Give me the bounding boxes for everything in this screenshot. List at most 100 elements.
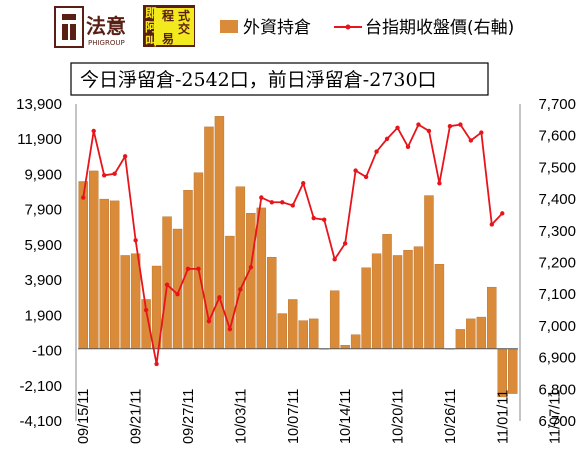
bar	[78, 181, 88, 350]
left-tick-label: 1,900	[24, 307, 62, 324]
logo-char: 即	[145, 6, 157, 20]
bar	[382, 234, 392, 349]
price-point	[185, 266, 191, 272]
legend: 外資持倉 台指期收盤價(右軸)	[220, 18, 514, 38]
bar	[256, 207, 267, 350]
bar	[193, 172, 204, 349]
price-point	[500, 211, 505, 216]
brand-subtitle: PHIGROUP	[88, 39, 125, 47]
bar	[277, 313, 287, 349]
x-axis: 09/15/11 09/21/11 09/27/11 10/03/11 10/07/11…	[76, 389, 564, 444]
x-tick-label: 09/15/11	[76, 389, 92, 444]
legend-bar-swatch	[220, 20, 238, 33]
x-tick-label: 10/26/11	[443, 389, 459, 444]
logo-char: 程	[162, 8, 174, 23]
bar	[371, 253, 382, 349]
bar	[466, 318, 476, 349]
logo-char: 易	[162, 32, 174, 46]
price-point	[217, 295, 222, 300]
brand-name: 法意	[86, 14, 126, 38]
bar	[235, 186, 246, 349]
right-tick-label: 6,800	[538, 381, 576, 398]
right-tick-label: 7,000	[538, 318, 576, 335]
bar	[434, 264, 445, 349]
price-point	[342, 241, 348, 246]
left-tick-label: 5,900	[24, 237, 62, 254]
price-point	[395, 125, 400, 130]
left-tick-label: -100	[32, 343, 62, 360]
bar	[476, 316, 487, 349]
price-point	[437, 181, 442, 186]
x-tick-label: 11/07/11	[548, 390, 564, 444]
left-tick-label: -4,100	[19, 413, 62, 430]
bar-series	[78, 116, 518, 398]
right-tick-label: 7,300	[538, 223, 576, 240]
price-point	[321, 217, 327, 222]
price-point	[384, 136, 390, 142]
price-point	[91, 128, 96, 134]
right-tick-label: 7,400	[538, 191, 576, 208]
price-point	[122, 154, 128, 159]
bar	[392, 255, 403, 350]
logo-char: 叫	[145, 33, 157, 48]
price-point	[175, 292, 180, 297]
subtitle-box: 今日淨留倉-2542口，前日淨留倉-2730口	[70, 62, 489, 96]
bar	[455, 329, 466, 349]
bar	[340, 345, 350, 349]
price-point	[259, 195, 264, 200]
price-point	[363, 174, 369, 180]
price-point	[353, 168, 358, 173]
price-point	[468, 138, 474, 143]
bar	[424, 195, 434, 350]
right-tick-label: 7,500	[538, 159, 576, 176]
bar	[487, 286, 497, 350]
left-tick-label: 9,900	[24, 166, 62, 183]
right-tick-label: 7,700	[538, 96, 576, 113]
right-tick-label: 7,600	[538, 128, 576, 145]
x-tick-label: 09/27/11	[181, 389, 197, 444]
bar	[403, 249, 413, 349]
bar	[246, 212, 256, 350]
x-tick-label: 10/20/11	[391, 389, 407, 444]
company-logo: 法意 PHIGROUP 即程式阿叫 易交	[54, 5, 195, 48]
bar	[109, 200, 120, 349]
price-point	[405, 144, 411, 149]
price-point	[112, 171, 117, 176]
bar	[329, 290, 340, 349]
bar	[267, 257, 277, 350]
bar	[497, 348, 507, 398]
bar	[214, 116, 225, 350]
x-tick-label: 11/01/11	[495, 390, 511, 444]
left-tick-label: -2,100	[19, 378, 62, 395]
left-tick-label: 11,900	[17, 131, 62, 148]
bar	[120, 255, 130, 350]
price-point	[154, 361, 159, 367]
x-tick-label: 09/21/11	[129, 389, 145, 444]
left-tick-label: 3,900	[24, 272, 62, 289]
price-point	[143, 307, 149, 313]
price-point	[269, 200, 275, 205]
plot-area	[75, 104, 521, 421]
bar	[99, 198, 109, 349]
logo-char: 阿	[145, 20, 157, 34]
right-axis: 7,700 7,600 7,500 7,400 7,300 7,200 7,100 7,000…	[538, 96, 576, 430]
line-series	[81, 122, 505, 367]
price-point	[206, 318, 212, 324]
price-point	[374, 149, 379, 154]
legend-line-marker	[345, 24, 351, 30]
price-point	[489, 222, 495, 227]
price-point	[332, 257, 337, 262]
x-tick-label: 10/07/11	[286, 389, 302, 444]
left-axis: 13,900 11,900 9,900 7,900 5,900 3,900 1,900 -10…	[16, 96, 62, 430]
legend-line-label: 台指期收盤價(右軸)	[365, 18, 514, 38]
bar	[508, 348, 518, 394]
x-tick-label: 10/03/11	[233, 389, 249, 444]
left-tick-label: 7,900	[24, 202, 62, 219]
price-point	[447, 123, 453, 129]
price-point	[311, 215, 316, 221]
bar	[298, 320, 308, 349]
price-point	[479, 130, 484, 135]
logo-characters: 即程式阿叫 易交	[145, 6, 190, 48]
bar	[413, 246, 424, 349]
